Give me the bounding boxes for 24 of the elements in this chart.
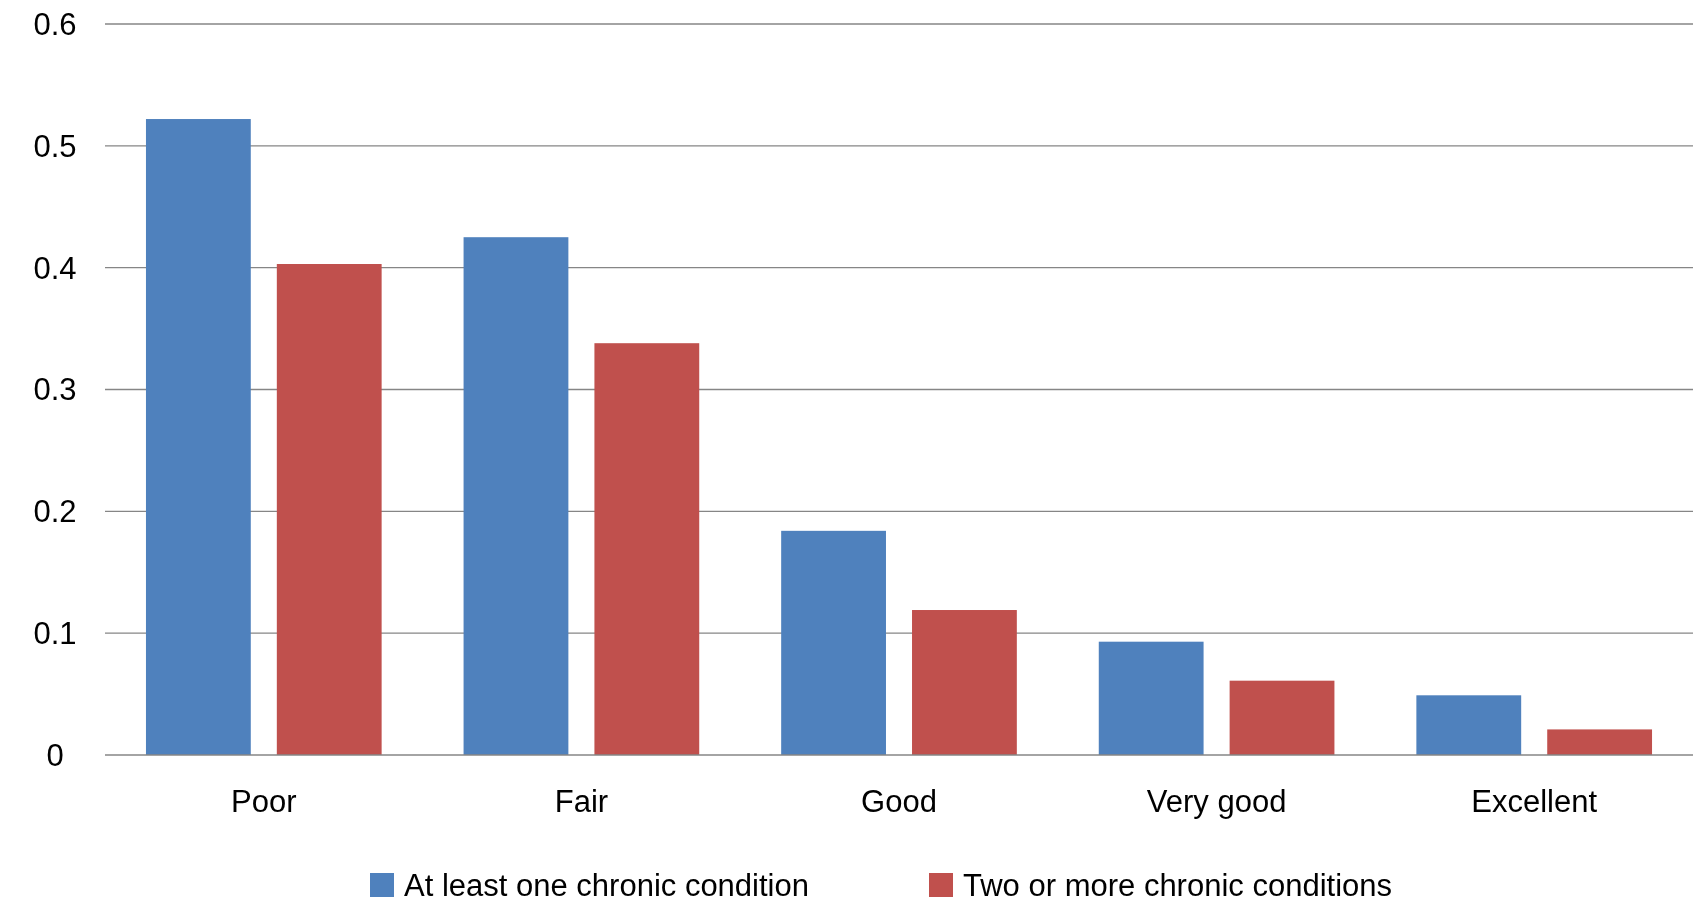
x-tick-label: Fair <box>554 784 609 819</box>
bar <box>1416 695 1522 755</box>
y-tick-label: 0.6 <box>33 6 77 42</box>
legend-label: At least one chronic condition <box>404 867 809 903</box>
bar <box>276 264 382 755</box>
x-tick-label: Very good <box>1146 784 1287 819</box>
bar <box>1229 680 1335 755</box>
y-tick-label: 0.1 <box>33 616 77 652</box>
bar <box>1098 641 1204 755</box>
y-tick-label: 0.2 <box>33 494 77 530</box>
y-tick-label: 0.3 <box>33 372 77 408</box>
x-tick-label: Excellent <box>1471 784 1598 819</box>
bar <box>145 119 251 755</box>
bar <box>594 343 700 755</box>
x-tick-label: Good <box>861 784 937 819</box>
y-tick-label: 0 <box>46 737 64 773</box>
bar <box>1547 729 1653 755</box>
x-tick-label: Poor <box>231 784 297 819</box>
bar <box>463 237 569 755</box>
bar <box>781 530 886 755</box>
legend-label: Two or more chronic conditions <box>963 867 1393 903</box>
y-tick-label: 0.4 <box>33 250 77 286</box>
bar <box>912 610 1017 755</box>
y-tick-label: 0.5 <box>33 128 77 164</box>
